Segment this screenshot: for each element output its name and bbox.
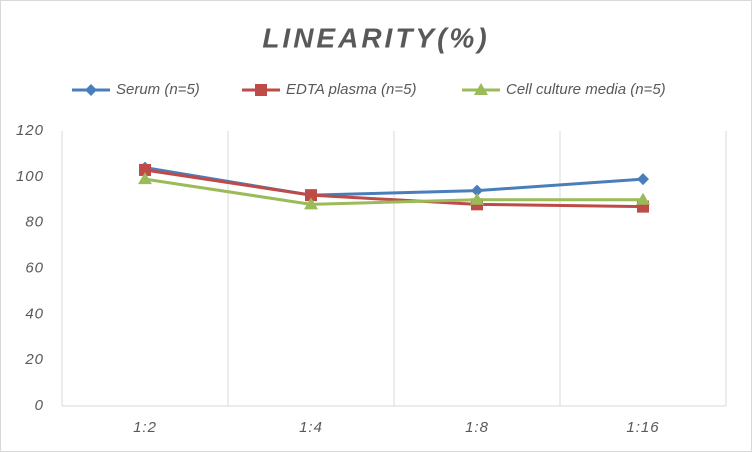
x-tick-label: 1:4 [299,419,323,436]
series-line [144,168,644,209]
y-tick-label: 60 [25,259,44,276]
y-tick-label: 100 [16,168,44,185]
x-tick-label: 1:16 [626,419,659,436]
marker [470,192,484,205]
legend-label: Serum (n=5) [116,81,200,98]
marker [305,189,317,202]
y-tick-label: 120 [16,122,44,139]
marker [255,84,267,96]
x-tick-label: 1:2 [133,419,157,436]
legend-label: EDTA plasma (n=5) [286,81,416,98]
chart-title: LINEARITY(%) [262,22,489,53]
y-tick-label: 20 [24,351,44,368]
marker [139,163,151,176]
marker [637,173,649,186]
marker [471,184,483,197]
marker [304,197,318,210]
y-tick-label: 80 [25,214,44,231]
y-tick-label: 0 [35,397,44,414]
marker [636,192,650,205]
marker [85,84,97,96]
marker [474,83,488,95]
marker [138,172,152,185]
y-tick-label: 40 [25,305,44,322]
legend-label: Cell culture media (n=5) [506,81,666,98]
x-tick-label: 1:8 [465,419,489,436]
series-line [144,177,643,206]
